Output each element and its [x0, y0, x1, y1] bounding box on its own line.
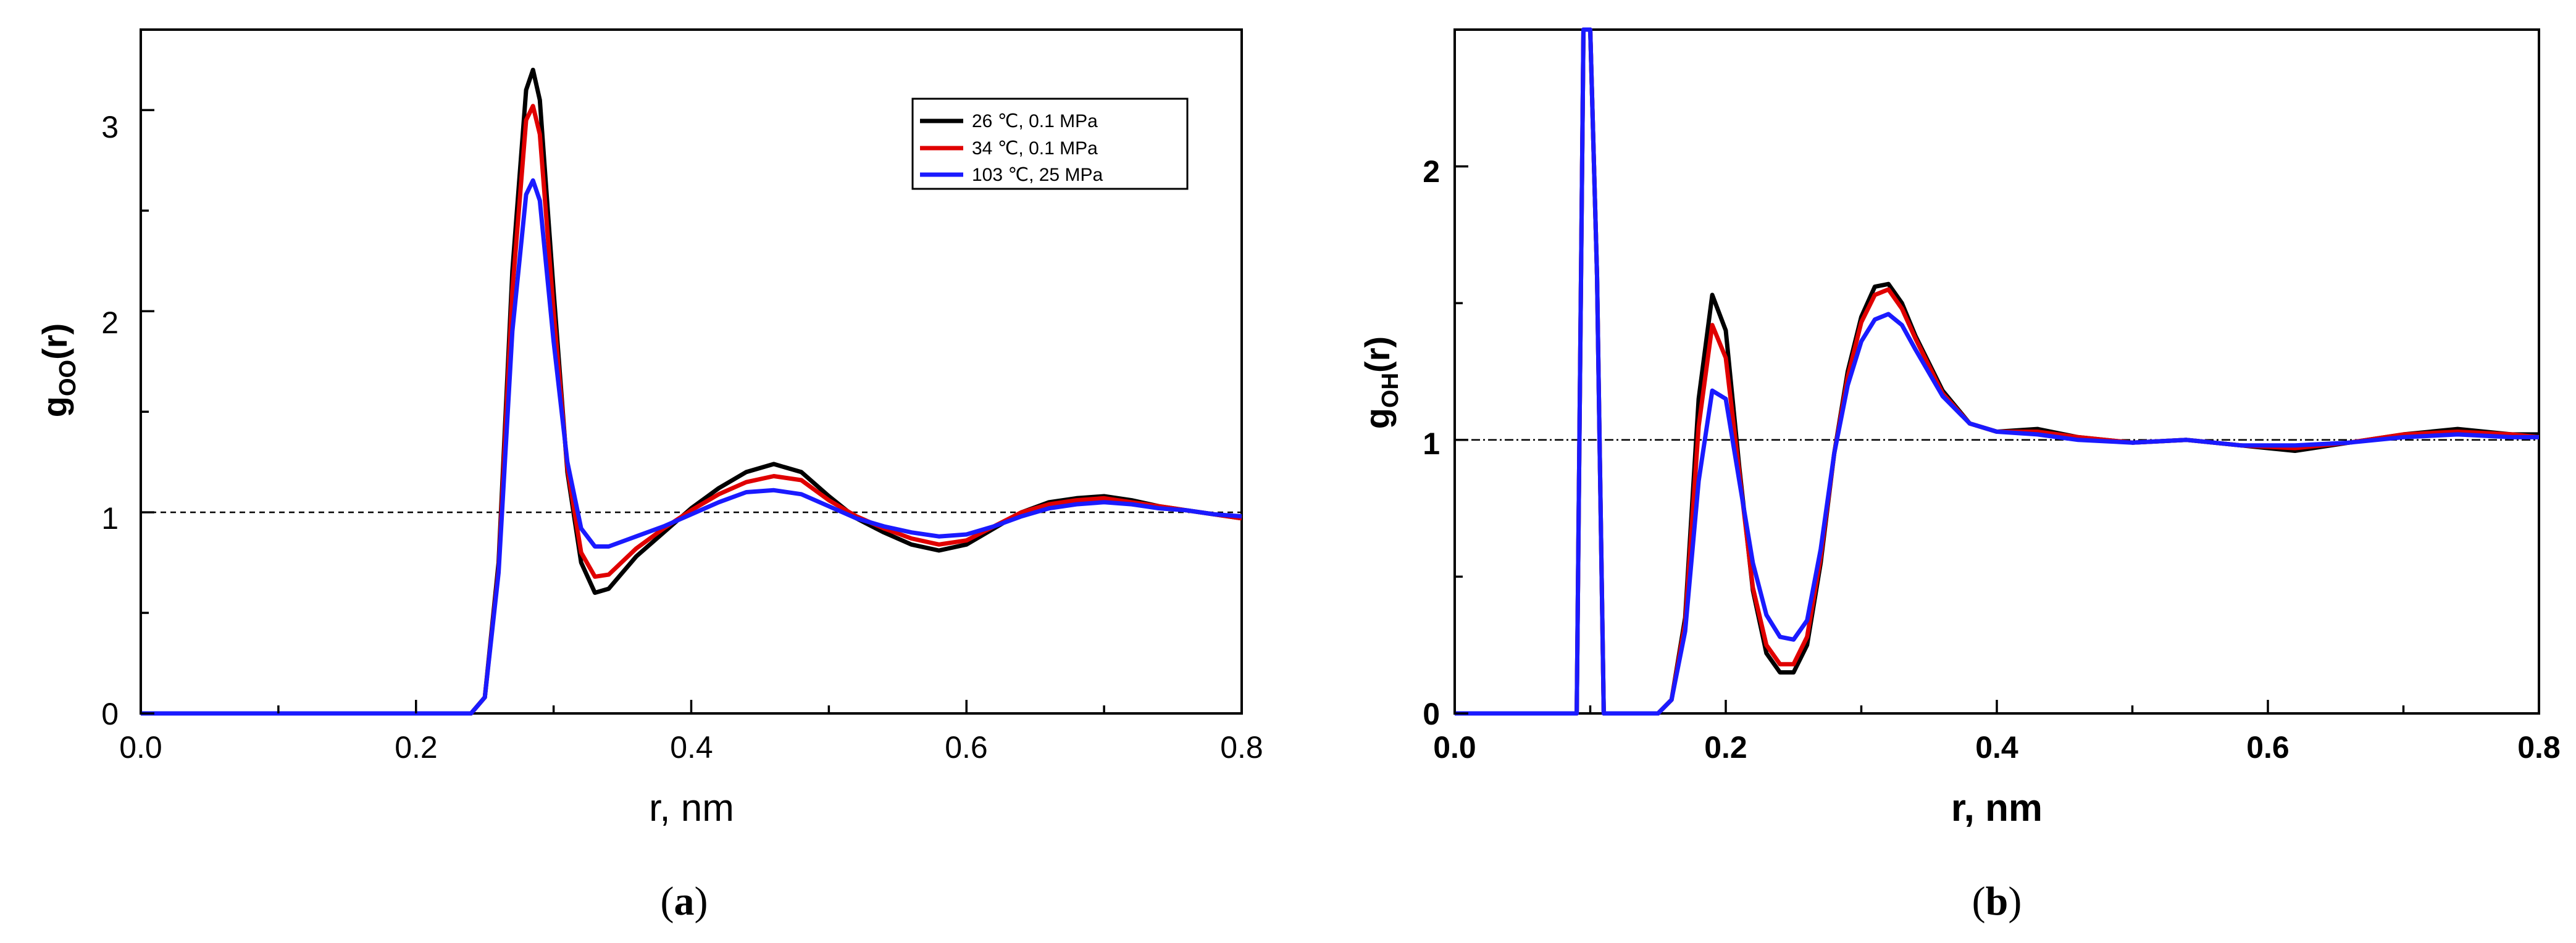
- chart-a-ytick-0: 0: [101, 697, 119, 731]
- chart-b-ytick-0: 0: [1423, 697, 1440, 731]
- chart-a-xtick-1: 0.2: [395, 730, 438, 765]
- chart-a-legend-label-2: 103 ℃, 25 MPa: [972, 165, 1103, 185]
- chart-a: 0.0 0.2 0.4 0.6 0.8 0 1 2 3 r, nm gOO(r)…: [35, 28, 1263, 924]
- chart-b-ylabel-tail: (r): [1358, 336, 1397, 373]
- chart-b-ylabel: gOH(r): [1358, 336, 1403, 429]
- chart-a-ytick-3: 3: [101, 110, 119, 144]
- chart-a-xtick-3: 0.6: [945, 730, 988, 765]
- chart-b-series-1: [1455, 27, 2540, 716]
- chart-b-ylabel-sub: OH: [1378, 373, 1403, 408]
- chart-a-ylabel-tail: (r): [35, 323, 74, 360]
- chart-a-xtick-0: 0.0: [119, 730, 162, 765]
- chart-b-xtick-1: 0.2: [1704, 730, 1747, 765]
- chart-a-caption-letter: a: [674, 879, 695, 924]
- chart-a-ticks: [140, 109, 1243, 715]
- chart-b-xlabel: r, nm: [1951, 787, 2043, 829]
- chart-a-legend-label-0: 26 ℃, 0.1 MPa: [972, 111, 1098, 131]
- chart-b-xtick-4: 0.8: [2517, 730, 2561, 765]
- chart-b-caption: (b): [1972, 879, 2022, 924]
- chart-b-series-group: [1455, 27, 2540, 716]
- chart-a-series-1: [141, 104, 1242, 716]
- chart-a-ytick-1: 1: [101, 501, 119, 536]
- chart-a-caption: (a): [661, 879, 708, 924]
- chart-a-ytick-2: 2: [101, 305, 119, 340]
- chart-b: 0.0 0.2 0.4 0.6 0.8 0 1 2 r, nm gOH(r) (…: [1358, 27, 2561, 924]
- chart-b-xtick-3: 0.6: [2246, 730, 2290, 765]
- chart-a-legend-label-1: 34 ℃, 0.1 MPa: [972, 138, 1098, 159]
- chart-a-ylabel-sub: OO: [55, 360, 81, 396]
- chart-b-ytick-2: 2: [1423, 154, 1440, 189]
- chart-b-xtick-0: 0.0: [1433, 730, 1476, 765]
- chart-b-xtick-2: 0.4: [1975, 730, 2018, 765]
- chart-b-ytick-1: 1: [1423, 426, 1440, 461]
- chart-b-caption-letter: b: [1986, 879, 2009, 924]
- chart-a-xtick-4: 0.8: [1220, 730, 1263, 765]
- chart-a-series-2: [141, 178, 1242, 716]
- chart-a-xlabel: r, nm: [649, 787, 734, 829]
- chart-b-series-0: [1455, 27, 2539, 716]
- chart-a-ylabel: gOO(r): [35, 323, 81, 417]
- chart-b-series-2: [1455, 27, 2539, 716]
- chart-b-ylabel-main: g: [1358, 408, 1397, 429]
- chart-a-legend: 26 ℃, 0.1 MPa 34 ℃, 0.1 MPa 103 ℃, 25 MP…: [911, 98, 1189, 190]
- chart-b-plot-frame: [1453, 28, 2540, 715]
- chart-a-xtick-2: 0.4: [670, 730, 713, 765]
- chart-a-series-group: [141, 67, 1242, 716]
- chart-b-ticks: [1453, 28, 2540, 715]
- chart-a-ylabel-main: g: [35, 396, 74, 417]
